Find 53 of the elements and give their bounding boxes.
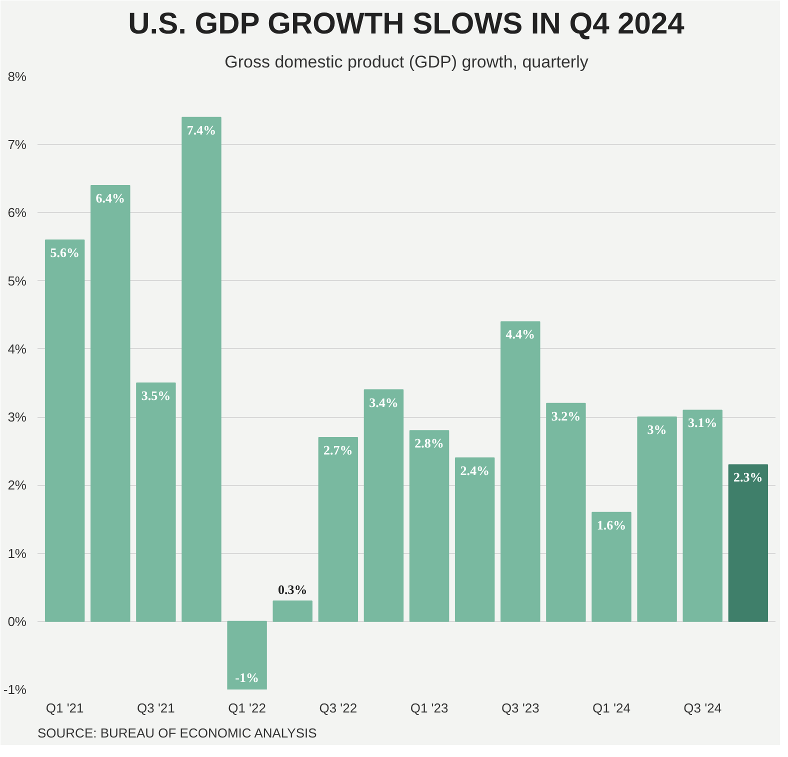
y-tick-label: 1%	[8, 546, 27, 561]
data-label: 7.4%	[186, 122, 216, 138]
bar	[500, 321, 540, 622]
bar	[136, 382, 176, 622]
x-tick-label: Q3 '24	[684, 700, 722, 716]
y-tick-label: 7%	[8, 137, 27, 152]
y-tick-label: 0%	[8, 614, 27, 629]
y-tick-label: 8%	[8, 69, 27, 84]
data-label: 5.6%	[50, 244, 80, 260]
data-label: 2.8%	[414, 436, 444, 451]
y-tick-label: -1%	[3, 682, 27, 697]
y-tick-label: 3%	[8, 410, 27, 425]
x-tick-label: Q3 '23	[501, 700, 540, 716]
data-label: 3.2%	[551, 408, 581, 424]
y-tick-label: 2%	[8, 478, 27, 493]
data-label: -1%	[235, 670, 259, 685]
data-label: 1.6%	[596, 517, 626, 532]
data-label: 3%	[647, 422, 667, 438]
bar	[409, 430, 450, 622]
y-tick-label: 5%	[8, 273, 27, 288]
chart-subtitle: Gross domestic product (GDP) growth, quarterly	[224, 52, 589, 72]
data-label: 6.4%	[96, 190, 126, 206]
x-tick-label: Q3 '21	[136, 700, 175, 716]
x-tick-label: Q1 '24	[592, 700, 630, 716]
bar	[272, 600, 312, 622]
bar	[227, 620, 267, 690]
y-tick-label: 4%	[8, 341, 27, 356]
bar	[728, 464, 768, 622]
y-tick-label: 6%	[8, 205, 27, 220]
x-tick-label: Q1 '23	[410, 700, 448, 716]
bar	[592, 512, 632, 622]
bar	[637, 416, 677, 622]
data-label: 2.4%	[460, 462, 490, 478]
bar	[682, 410, 722, 622]
data-label: 3.4%	[369, 394, 398, 410]
bar	[318, 436, 358, 622]
data-label: 3.1%	[688, 415, 718, 430]
bar	[44, 239, 85, 622]
data-label: 0.3%	[278, 582, 308, 597]
bar	[90, 184, 130, 622]
data-label: 2.3%	[734, 470, 763, 485]
bar	[454, 457, 495, 622]
x-tick-label: Q1 '21	[46, 700, 84, 716]
x-tick-label: Q3 '22	[319, 700, 358, 716]
source-note: SOURCE: BUREAU OF ECONOMIC ANALYSIS	[38, 726, 318, 740]
data-label: 4.4%	[506, 326, 536, 342]
bar	[364, 389, 404, 622]
bar	[182, 116, 222, 622]
data-label: 3.5%	[141, 388, 171, 403]
chart-title: U.S. GDP GROWTH SLOWS IN Q4 2024	[128, 8, 685, 40]
x-tick-label: Q1 '22	[228, 700, 266, 716]
bar	[546, 402, 586, 622]
data-label: 2.7%	[324, 442, 353, 458]
